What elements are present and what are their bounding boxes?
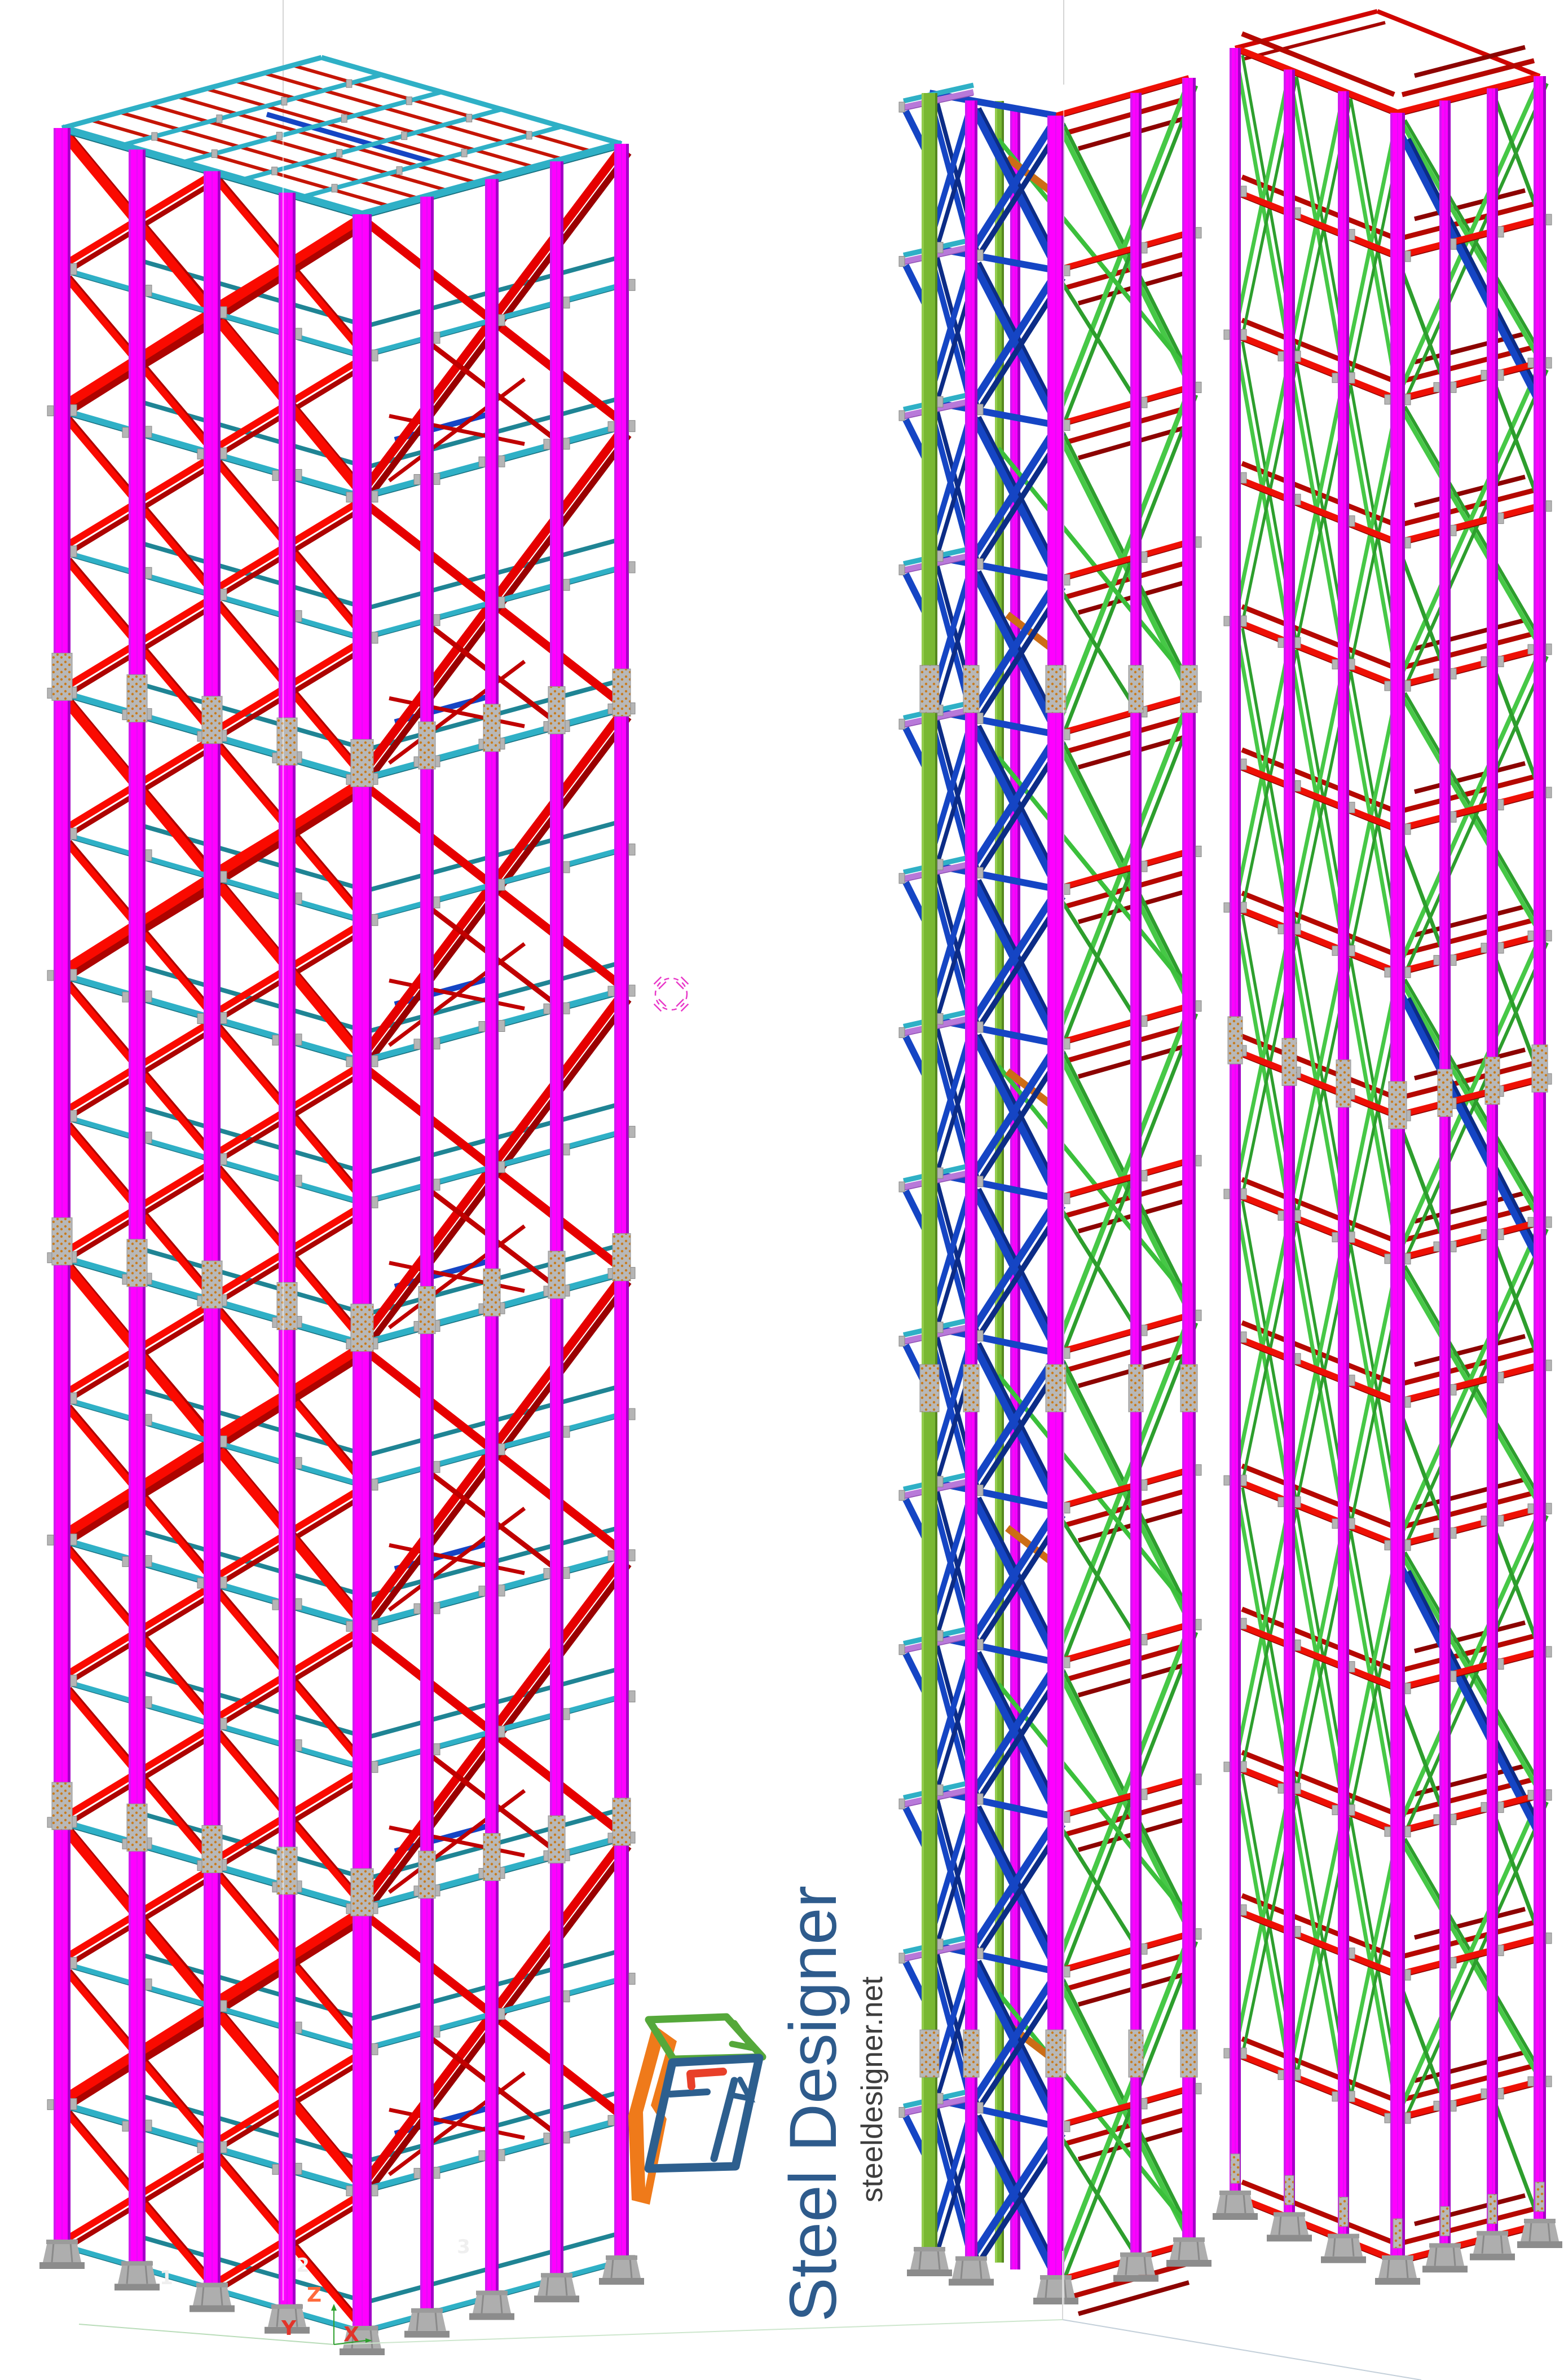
axis-label-x: X bbox=[343, 2323, 359, 2346]
axis-label-z: Z bbox=[307, 2284, 321, 2307]
ucs-origin-axes bbox=[331, 2304, 372, 2345]
grid-number-label: 1 bbox=[160, 2267, 173, 2289]
grid-number-label: 2 bbox=[296, 2254, 310, 2277]
grid-number-labels: 1 2 3 bbox=[160, 2236, 470, 2289]
ground-reference-lines bbox=[78, 2251, 1422, 2380]
tower-open-braced[interactable] bbox=[1213, 9, 1562, 2285]
axis-label-y: Y bbox=[281, 2317, 297, 2340]
tower-large-braced-frame[interactable] bbox=[39, 55, 644, 2355]
tower-core-with-outriggers[interactable] bbox=[898, 75, 1211, 2317]
orbit-rotation-marker bbox=[653, 976, 689, 1012]
grid-number-label: 3 bbox=[457, 2236, 470, 2258]
axis-letter-labels: X YZ bbox=[281, 2284, 359, 2346]
